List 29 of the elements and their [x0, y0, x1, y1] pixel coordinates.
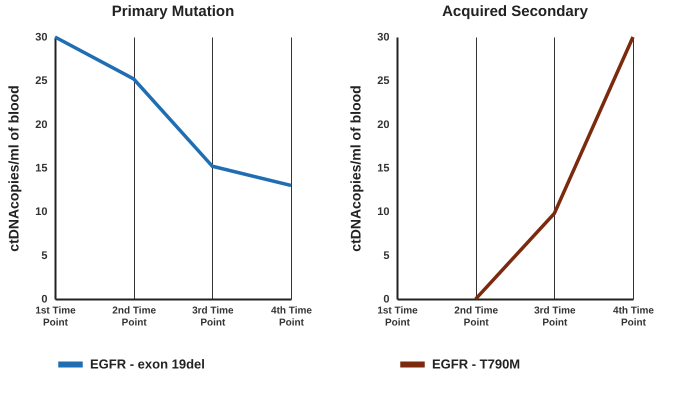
- y-tick-label: 30: [377, 32, 390, 44]
- legend-label: EGFR - exon 19del: [90, 356, 205, 372]
- y-tick-label: 20: [35, 118, 48, 131]
- x-tick-label: 1st Time Point: [35, 306, 76, 328]
- line-series: [53, 35, 293, 188]
- x-tick-label: 4th Time Point: [613, 306, 654, 328]
- chart-title: Primary Mutation: [112, 3, 234, 20]
- y-tick-label: 10: [35, 206, 48, 218]
- y-tick-label: 25: [35, 75, 48, 88]
- x-tick-label: 4th Time Point: [271, 306, 312, 328]
- y-tick-label: 15: [35, 162, 48, 174]
- y-tick-label: 0: [383, 294, 390, 306]
- y-tick-label: 30: [35, 32, 48, 44]
- x-tick-label: 2nd Time Point: [454, 306, 498, 328]
- x-tick-label: 1st Time Point: [377, 306, 418, 328]
- legend-label: EGFR - T790M: [432, 356, 520, 372]
- x-tick-label: 2nd Time Point: [112, 306, 156, 328]
- y-tick-label: 10: [377, 206, 390, 218]
- y-tick-label: 5: [41, 250, 48, 262]
- x-tick-label: 3rd Time Point: [192, 306, 234, 328]
- chart-title: Acquired Secondary: [442, 3, 589, 20]
- y-tick-label: 25: [377, 75, 390, 88]
- y-axis-title: ctDNAcopies/ml of blood: [5, 85, 22, 252]
- y-tick-label: 15: [377, 162, 390, 174]
- x-tick-label: 3rd Time Point: [534, 306, 576, 328]
- y-tick-label: 5: [383, 250, 390, 262]
- y-tick-label: 20: [377, 118, 390, 131]
- y-tick-label: 0: [41, 294, 48, 306]
- y-axis-title: ctDNAcopies/ml of blood: [347, 85, 364, 252]
